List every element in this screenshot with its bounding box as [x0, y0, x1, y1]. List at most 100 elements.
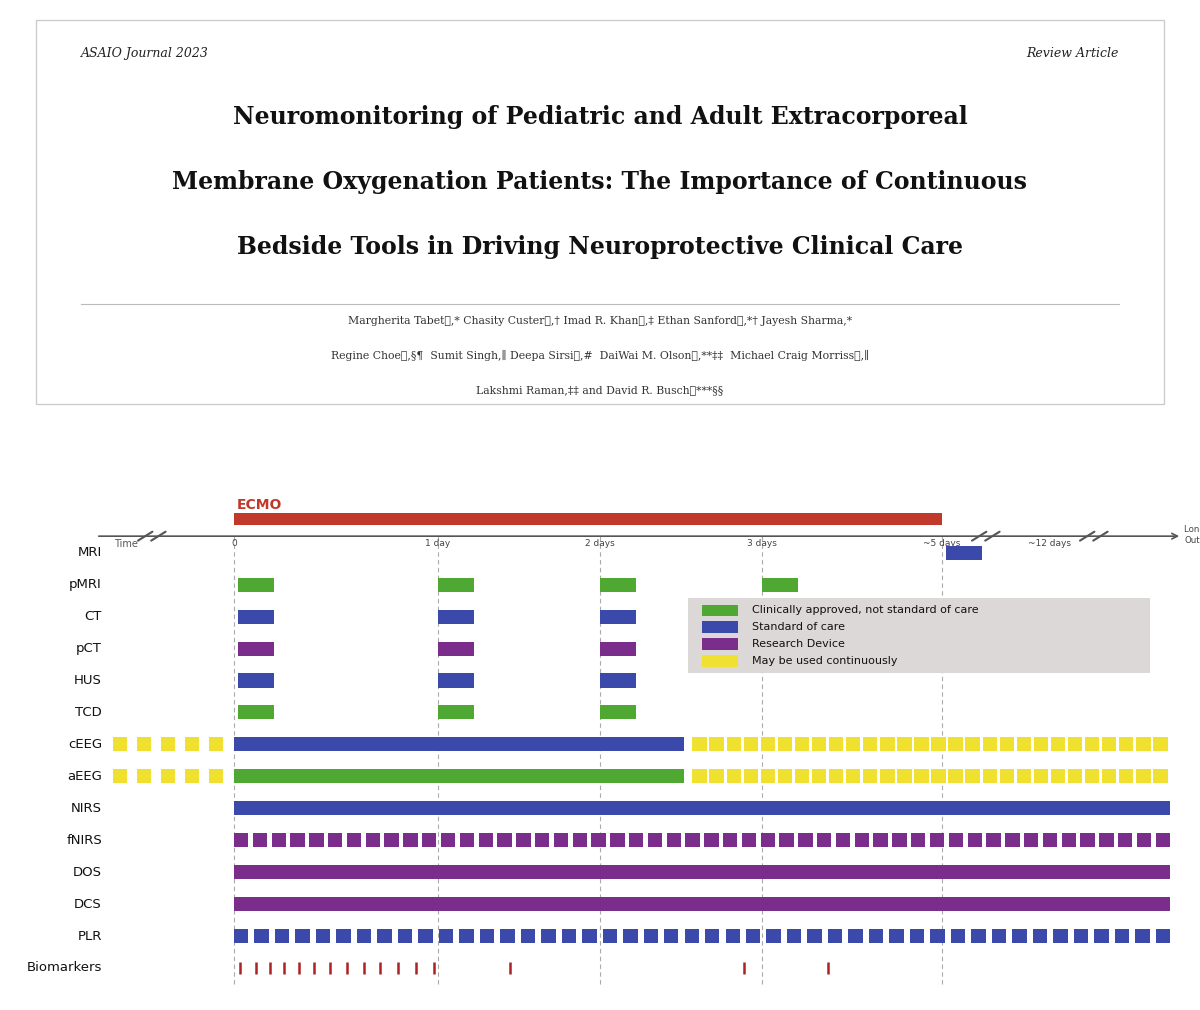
Text: Long Term
Outcomes: Long Term Outcomes [1184, 525, 1200, 545]
Bar [113, 737, 127, 751]
Bar [971, 929, 985, 943]
Bar [1016, 737, 1031, 751]
Bar [403, 833, 418, 847]
Bar [744, 737, 758, 751]
Bar [1013, 929, 1027, 943]
Bar [808, 929, 822, 943]
Bar [950, 929, 965, 943]
Text: Bedside Tools in Driving Neuroprotective Clinical Care: Bedside Tools in Driving Neuroprotective… [238, 235, 964, 260]
Bar [238, 578, 274, 592]
Bar [516, 833, 530, 847]
Bar [1102, 770, 1116, 784]
Text: PLR: PLR [78, 929, 102, 942]
Bar [746, 929, 761, 943]
Bar [702, 655, 738, 667]
Bar [966, 770, 980, 784]
Text: pCT: pCT [76, 642, 102, 655]
Bar [1156, 929, 1170, 943]
Bar [946, 545, 982, 560]
Bar [930, 833, 944, 847]
FancyBboxPatch shape [36, 20, 1164, 404]
Bar [553, 833, 568, 847]
Bar [948, 770, 962, 784]
Bar [983, 770, 997, 784]
Bar [623, 929, 637, 943]
Bar [234, 866, 1170, 879]
Text: NIRS: NIRS [71, 802, 102, 815]
Bar [479, 833, 493, 847]
Bar [610, 833, 624, 847]
Bar [1136, 770, 1151, 784]
Bar [238, 674, 274, 688]
Text: Research Device: Research Device [752, 639, 845, 649]
Bar [1051, 770, 1066, 784]
Bar [1136, 833, 1151, 847]
Bar [761, 770, 775, 784]
Bar [931, 770, 946, 784]
Text: MRI: MRI [78, 546, 102, 560]
Bar [1080, 833, 1094, 847]
Text: fNIRS: fNIRS [66, 833, 102, 846]
Bar [439, 929, 454, 943]
Bar [1051, 737, 1066, 751]
Bar [794, 770, 809, 784]
Text: DOS: DOS [73, 866, 102, 879]
Bar [889, 929, 904, 943]
Text: ~5 days: ~5 days [923, 539, 961, 548]
Bar [829, 737, 844, 751]
Bar [666, 833, 680, 847]
Text: Standard of care: Standard of care [752, 622, 845, 632]
Bar [880, 737, 894, 751]
Bar [1024, 833, 1038, 847]
Bar [377, 929, 391, 943]
Bar [562, 929, 576, 943]
Bar [744, 770, 758, 784]
Bar [761, 833, 775, 847]
Bar [185, 770, 199, 784]
Bar [347, 833, 361, 847]
Bar [238, 610, 274, 623]
Bar [521, 929, 535, 943]
Bar [726, 737, 740, 751]
Bar [316, 929, 330, 943]
Bar [366, 833, 380, 847]
Bar [234, 770, 684, 784]
Bar [1099, 833, 1114, 847]
Bar [726, 929, 740, 943]
Bar [709, 770, 724, 784]
Bar [778, 770, 792, 784]
Bar [275, 929, 289, 943]
Bar [234, 929, 248, 943]
Bar [846, 737, 860, 751]
Bar [480, 929, 494, 943]
Bar [863, 770, 877, 784]
Bar [664, 929, 678, 943]
Bar [600, 641, 636, 655]
Bar [848, 929, 863, 943]
Text: Margherita Tabetⓘ,* Chasity Custerⓘ,† Imad R. Khanⓘ,‡ Ethan Sanfordⓘ,*† Jayesh S: Margherita Tabetⓘ,* Chasity Custerⓘ,† Im… [348, 316, 852, 326]
Bar [295, 929, 310, 943]
Bar [422, 833, 437, 847]
Bar [767, 929, 781, 943]
Text: cEEG: cEEG [68, 738, 102, 750]
Bar [794, 737, 809, 751]
Bar [930, 929, 944, 943]
Bar [271, 833, 286, 847]
Bar [1074, 929, 1088, 943]
Text: Neuromonitoring of Pediatric and Adult Extracorporeal: Neuromonitoring of Pediatric and Adult E… [233, 105, 967, 128]
Bar [1102, 737, 1116, 751]
Text: pMRI: pMRI [70, 578, 102, 591]
Text: Biomarkers: Biomarkers [26, 962, 102, 975]
Bar [438, 674, 474, 688]
Bar [742, 833, 756, 847]
Bar [592, 833, 606, 847]
Bar [234, 897, 1170, 911]
Bar [535, 833, 550, 847]
Bar [113, 770, 127, 784]
Bar [161, 770, 175, 784]
Bar [762, 578, 798, 592]
Bar [582, 929, 596, 943]
Bar [1006, 833, 1020, 847]
Bar [1068, 770, 1082, 784]
Bar [1033, 770, 1048, 784]
